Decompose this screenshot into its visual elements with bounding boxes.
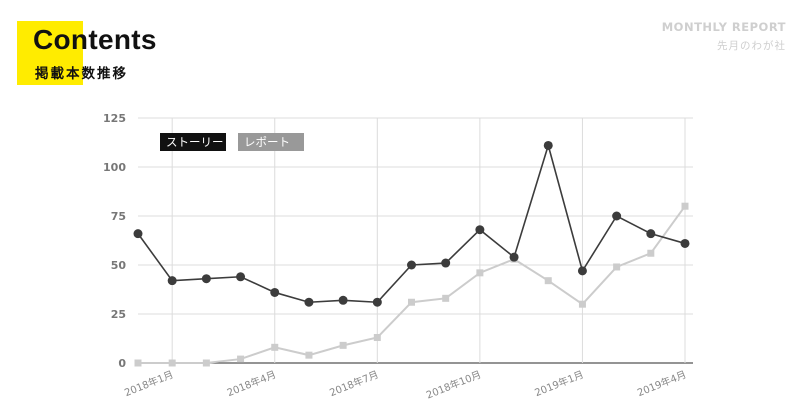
data-point-report bbox=[305, 351, 313, 359]
legend-swatch-1 bbox=[160, 133, 226, 151]
x-tick-label: 2019年1月 bbox=[533, 368, 586, 399]
report-label: MONTHLY REPORT bbox=[661, 20, 786, 34]
x-tick-label: 2018年10月 bbox=[424, 368, 483, 402]
data-point-report bbox=[373, 334, 381, 342]
y-tick-label: 50 bbox=[111, 259, 127, 272]
page-title: Contents bbox=[33, 24, 157, 55]
data-point-report bbox=[237, 355, 245, 363]
data-point-story bbox=[509, 252, 519, 262]
data-point-story bbox=[646, 229, 656, 239]
data-point-report bbox=[578, 300, 586, 308]
data-point-story bbox=[612, 211, 622, 221]
data-point-report bbox=[476, 269, 484, 277]
data-point-story bbox=[407, 260, 416, 270]
data-point-report bbox=[647, 249, 655, 257]
data-point-story bbox=[680, 238, 690, 248]
data-point-report bbox=[613, 263, 621, 271]
data-point-story bbox=[236, 272, 246, 282]
y-tick-label: 0 bbox=[118, 357, 126, 370]
legend-swatch-2 bbox=[238, 133, 304, 151]
x-tick-label: 2019年4月 bbox=[635, 368, 688, 399]
data-point-story bbox=[475, 225, 485, 235]
report-header: MONTHLY REPORT 先月のわが社 bbox=[662, 20, 786, 53]
page-subtitle: 掲載本数推移 bbox=[35, 66, 128, 82]
y-tick-label: 100 bbox=[103, 161, 126, 174]
accent-block bbox=[17, 21, 83, 85]
data-point-report bbox=[271, 343, 279, 351]
data-point-story bbox=[270, 287, 280, 297]
legend-label-1: ストーリー bbox=[166, 135, 224, 149]
series-line-2 bbox=[138, 205, 686, 364]
data-point-report bbox=[408, 298, 415, 306]
data-point-story bbox=[577, 266, 587, 276]
data-point-report bbox=[339, 341, 347, 349]
data-point-report bbox=[202, 359, 210, 367]
y-tick-label: 125 bbox=[103, 112, 126, 125]
data-point-story bbox=[543, 140, 553, 150]
data-point-report bbox=[681, 202, 689, 210]
data-point-story bbox=[133, 229, 143, 239]
data-point-story bbox=[338, 295, 348, 305]
report-sub: 先月のわが社 bbox=[717, 40, 786, 52]
data-point-story bbox=[304, 297, 314, 307]
data-point-report bbox=[168, 359, 176, 367]
data-point-story bbox=[441, 258, 451, 268]
x-tick-label: 2018年1月 bbox=[122, 368, 175, 399]
data-point-story bbox=[167, 276, 177, 286]
data-point-report bbox=[134, 359, 142, 367]
y-tick-label: 75 bbox=[111, 210, 126, 223]
data-point-report bbox=[544, 277, 552, 285]
y-tick-label: 25 bbox=[111, 308, 126, 321]
data-point-story bbox=[372, 297, 382, 307]
series-line-1 bbox=[137, 142, 686, 304]
legend-label-2: レポート bbox=[244, 135, 290, 149]
x-tick-label: 2018年4月 bbox=[225, 368, 278, 399]
data-point-report bbox=[442, 294, 450, 302]
data-point-story bbox=[201, 274, 211, 284]
x-tick-label: 2018年7月 bbox=[328, 368, 381, 399]
